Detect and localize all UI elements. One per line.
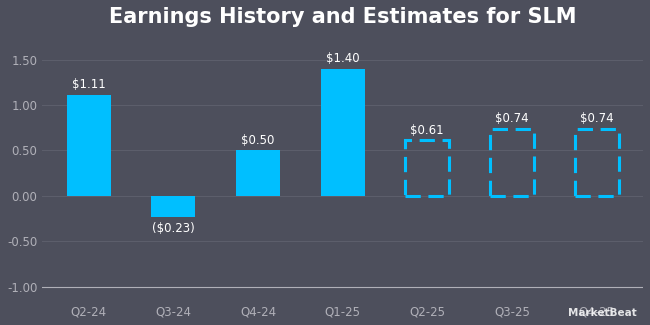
- Bar: [67, 95, 111, 196]
- Text: MarketBeat: MarketBeat: [568, 308, 637, 318]
- Text: $0.50: $0.50: [241, 134, 275, 147]
- Text: $0.61: $0.61: [410, 124, 444, 137]
- Bar: [151, 196, 196, 217]
- Text: $0.74: $0.74: [495, 112, 528, 125]
- Bar: [405, 140, 449, 196]
- Bar: [575, 129, 619, 196]
- Text: $0.74: $0.74: [580, 112, 614, 125]
- Bar: [320, 69, 365, 196]
- Bar: [236, 150, 280, 196]
- Title: Earnings History and Estimates for SLM: Earnings History and Estimates for SLM: [109, 7, 577, 27]
- Bar: [490, 129, 534, 196]
- Text: ($0.23): ($0.23): [152, 222, 195, 235]
- Text: $1.40: $1.40: [326, 52, 359, 65]
- Text: $1.11: $1.11: [72, 78, 105, 91]
